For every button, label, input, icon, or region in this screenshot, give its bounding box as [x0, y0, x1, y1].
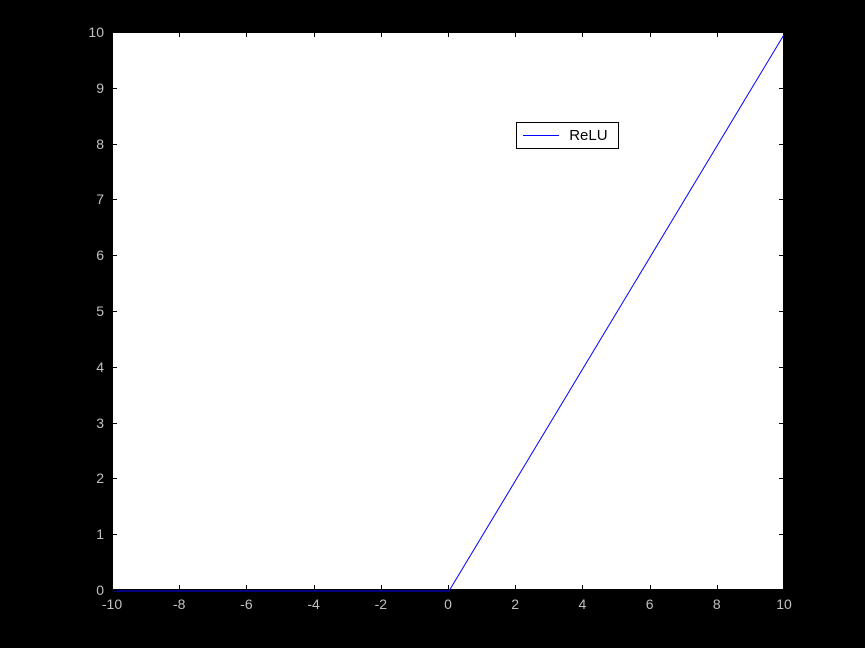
y-tick	[112, 534, 117, 535]
y-tick	[779, 311, 784, 312]
y-tick	[779, 144, 784, 145]
x-tick	[717, 32, 718, 37]
x-tick	[179, 32, 180, 37]
y-tick-label: 9	[64, 80, 104, 96]
y-tick-label: 3	[64, 415, 104, 431]
y-tick	[112, 590, 117, 591]
y-tick-label: 0	[64, 582, 104, 598]
x-tick	[582, 32, 583, 37]
x-tick	[246, 585, 247, 590]
y-tick	[779, 88, 784, 89]
y-tick-label: 8	[64, 136, 104, 152]
x-tick-label: 0	[444, 596, 452, 612]
x-tick	[717, 585, 718, 590]
plot-area: ReLU	[112, 32, 784, 590]
y-tick	[779, 478, 784, 479]
y-tick-label: 5	[64, 303, 104, 319]
y-tick	[779, 255, 784, 256]
x-tick	[582, 585, 583, 590]
x-tick	[179, 585, 180, 590]
chart-line-svg	[113, 33, 785, 591]
x-tick	[314, 32, 315, 37]
y-tick	[779, 367, 784, 368]
x-tick-label: -2	[375, 596, 387, 612]
y-tick	[112, 199, 117, 200]
legend-box: ReLU	[516, 122, 618, 149]
y-tick	[112, 478, 117, 479]
y-tick	[779, 423, 784, 424]
x-tick-label: -10	[102, 596, 122, 612]
y-tick	[112, 255, 117, 256]
x-tick-label: 4	[578, 596, 586, 612]
y-tick	[779, 199, 784, 200]
y-tick-label: 7	[64, 191, 104, 207]
y-tick	[112, 144, 117, 145]
y-tick	[112, 32, 117, 33]
x-tick	[784, 585, 785, 590]
x-tick-label: -4	[307, 596, 319, 612]
x-tick	[381, 585, 382, 590]
y-tick-label: 1	[64, 526, 104, 542]
y-tick-label: 2	[64, 470, 104, 486]
y-tick-label: 6	[64, 247, 104, 263]
series-line-relu	[113, 33, 785, 591]
y-tick	[779, 590, 784, 591]
x-tick	[650, 585, 651, 590]
x-tick	[448, 585, 449, 590]
x-tick	[246, 32, 247, 37]
x-tick-label: 10	[776, 596, 792, 612]
x-tick	[515, 32, 516, 37]
x-tick	[381, 32, 382, 37]
y-tick	[112, 88, 117, 89]
y-tick	[112, 367, 117, 368]
x-tick	[784, 32, 785, 37]
x-tick	[650, 32, 651, 37]
y-tick	[779, 534, 784, 535]
y-tick	[112, 423, 117, 424]
x-tick	[448, 32, 449, 37]
x-tick-label: 2	[511, 596, 519, 612]
y-tick-label: 4	[64, 359, 104, 375]
x-tick	[515, 585, 516, 590]
x-tick	[314, 585, 315, 590]
x-tick-label: 8	[713, 596, 721, 612]
y-tick	[779, 32, 784, 33]
legend-label: ReLU	[569, 127, 607, 144]
x-tick-label: -8	[173, 596, 185, 612]
x-tick-label: 6	[646, 596, 654, 612]
legend-line-sample	[523, 135, 559, 136]
y-tick-label: 10	[64, 24, 104, 40]
y-tick	[112, 311, 117, 312]
x-tick-label: -6	[240, 596, 252, 612]
